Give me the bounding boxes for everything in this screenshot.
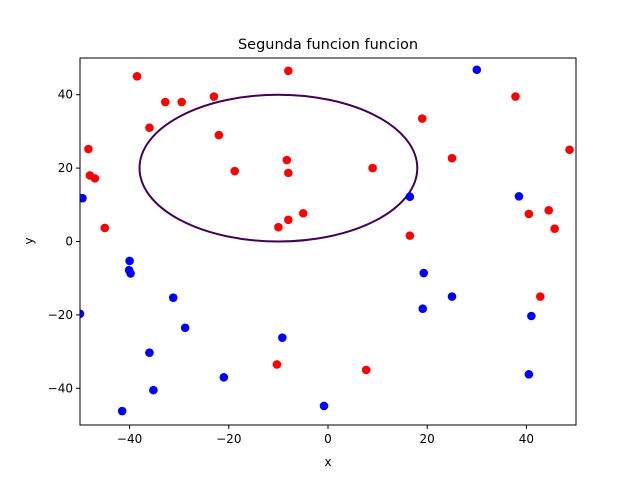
blue-point [514, 192, 524, 201]
red-point [511, 92, 520, 101]
red-point [298, 208, 308, 218]
red-point [535, 292, 545, 301]
blue-point [472, 65, 482, 75]
red-point [282, 155, 292, 165]
red-point [405, 231, 415, 240]
red-point [361, 365, 371, 375]
red-point [284, 215, 293, 225]
ellipse-contour [138, 93, 419, 243]
x-tick-label: 40 [519, 432, 534, 446]
blue-point [126, 269, 135, 278]
red-point [84, 144, 93, 154]
blue-point [447, 292, 457, 301]
blue-point [180, 323, 190, 333]
chart-title: Segunda funcion funcion [238, 37, 418, 53]
red-point [90, 174, 100, 183]
blue-point [168, 293, 178, 302]
blue-point [117, 406, 127, 416]
blue-point [418, 304, 428, 313]
red-point [214, 130, 224, 140]
blue-point [219, 372, 229, 382]
red-point [368, 163, 377, 173]
y-axis-ticks: −40 −20 0 20 40 [48, 88, 80, 395]
x-tick-label: −20 [216, 432, 241, 446]
y-tick-label: 20 [58, 161, 73, 175]
red-point [565, 145, 574, 155]
x-axis-ticks: −40 −20 0 20 40 [117, 425, 534, 446]
y-axis-label: y [22, 237, 36, 244]
x-tick-label: 20 [420, 432, 435, 446]
red-point [447, 153, 457, 163]
red-point [284, 66, 293, 76]
red-point [132, 72, 142, 81]
red-point [550, 224, 559, 233]
blue-point [405, 192, 415, 202]
blue-point [319, 401, 329, 411]
red-point [274, 222, 283, 232]
red-point [177, 97, 186, 107]
blue-point [527, 311, 536, 321]
blue-point [419, 268, 429, 278]
y-tick-label: −40 [48, 381, 73, 395]
red-point [284, 168, 293, 178]
x-tick-label: 0 [324, 432, 332, 446]
red-point [209, 92, 219, 101]
blue-point [125, 256, 134, 266]
red-point [161, 97, 170, 107]
blue-point [149, 385, 158, 395]
red-point [417, 114, 427, 123]
blue-point [278, 333, 287, 342]
red-point [100, 223, 110, 233]
y-tick-label: 0 [65, 235, 73, 249]
data-points-layer [80, 65, 574, 416]
x-tick-label: −40 [117, 432, 142, 446]
blue-point [524, 370, 534, 379]
blue-point [145, 348, 154, 358]
y-tick-label: 40 [58, 88, 73, 102]
red-point [230, 166, 240, 176]
red-point [544, 206, 554, 215]
y-tick-label: −20 [48, 308, 73, 322]
red-point [524, 209, 534, 219]
x-axis-label: x [324, 455, 331, 469]
blue-point [80, 309, 85, 319]
blue-point [80, 193, 87, 203]
plot-area-frame [79, 57, 577, 426]
red-point [272, 360, 282, 369]
red-point [145, 123, 154, 133]
